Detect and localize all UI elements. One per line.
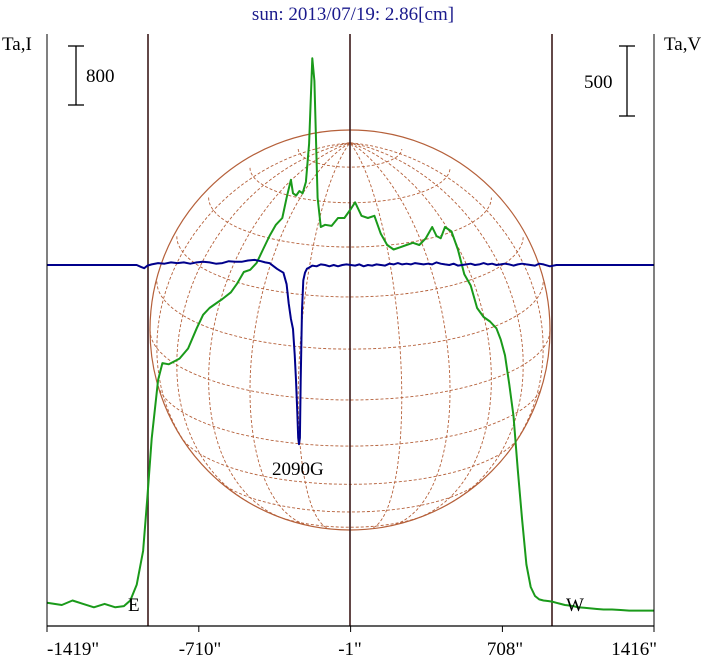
- latitude-line: [157, 385, 543, 447]
- longitude-line: [349, 142, 451, 527]
- intensity-series-line: [46, 57, 654, 612]
- x-tick-label: -710": [179, 639, 222, 660]
- longitude-line: [349, 142, 403, 530]
- scale-bar-left-label: 800: [86, 66, 115, 87]
- vertical-markers: [147, 34, 553, 626]
- longitude-line: [176, 142, 351, 503]
- longitude-line: [156, 142, 351, 456]
- x-tick-label: 1416": [611, 639, 657, 660]
- annotation-label: 2090G: [272, 459, 324, 480]
- latitude-line: [217, 479, 483, 513]
- x-tick-label: -1": [338, 639, 362, 660]
- longitude-line: [249, 142, 351, 527]
- limb-label-east: E: [128, 595, 140, 616]
- polarization-series-line: [47, 258, 654, 446]
- limb-label-west: W: [566, 595, 584, 616]
- scale-bar-right-label: 500: [584, 72, 613, 93]
- chart-title: sun: 2013/07/19: 2.86[cm]: [252, 4, 454, 25]
- y-label-left: Ta,I: [2, 34, 32, 55]
- plot-frame: [46, 34, 655, 632]
- x-tick-label: -1419": [47, 639, 99, 660]
- series-layer: [46, 57, 654, 612]
- longitude-line: [349, 142, 524, 503]
- latitude-line: [272, 513, 428, 528]
- longitude-line: [208, 142, 351, 520]
- longitude-line: [349, 142, 492, 520]
- longitude-line: [349, 142, 544, 456]
- y-label-right: Ta,V: [664, 34, 701, 55]
- longitude-line: [297, 142, 351, 530]
- x-tick-label: 708": [487, 639, 523, 660]
